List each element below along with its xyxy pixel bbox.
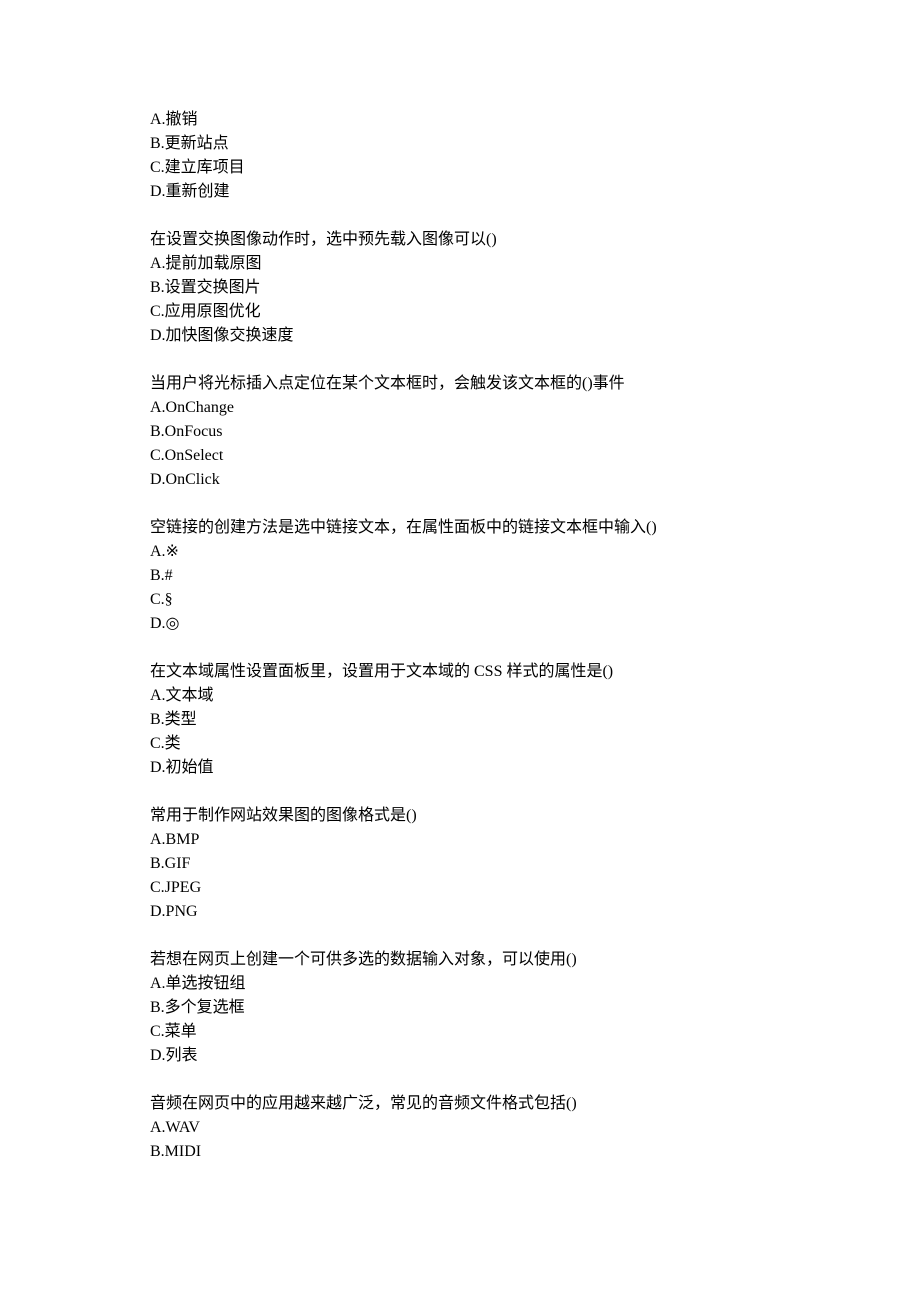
option-a: A.OnChange bbox=[150, 396, 770, 420]
document-page: A.撤销 B.更新站点 C.建立库项目 D.重新创建 在设置交换图像动作时，选中… bbox=[0, 0, 920, 1302]
option-d: D.加快图像交换速度 bbox=[150, 324, 770, 348]
option-a: A.文本域 bbox=[150, 684, 770, 708]
option-b: B.MIDI bbox=[150, 1140, 770, 1164]
option-a: A.WAV bbox=[150, 1116, 770, 1140]
option-b: B.设置交换图片 bbox=[150, 276, 770, 300]
question-stem: 空链接的创建方法是选中链接文本，在属性面板中的链接文本框中输入() bbox=[150, 516, 770, 540]
option-c: C.类 bbox=[150, 732, 770, 756]
question-block: 在文本域属性设置面板里，设置用于文本域的 CSS 样式的属性是() A.文本域 … bbox=[150, 660, 770, 780]
option-d: D.初始值 bbox=[150, 756, 770, 780]
option-c: C.应用原图优化 bbox=[150, 300, 770, 324]
question-stem: 当用户将光标插入点定位在某个文本框时，会触发该文本框的()事件 bbox=[150, 372, 770, 396]
option-b: B.多个复选框 bbox=[150, 996, 770, 1020]
question-stem: 若想在网页上创建一个可供多选的数据输入对象，可以使用() bbox=[150, 948, 770, 972]
option-b: B.类型 bbox=[150, 708, 770, 732]
option-d: D.重新创建 bbox=[150, 180, 770, 204]
option-d: D.列表 bbox=[150, 1044, 770, 1068]
question-block: 若想在网页上创建一个可供多选的数据输入对象，可以使用() A.单选按钮组 B.多… bbox=[150, 948, 770, 1068]
option-b: B.GIF bbox=[150, 852, 770, 876]
question-block: 空链接的创建方法是选中链接文本，在属性面板中的链接文本框中输入() A.※ B.… bbox=[150, 516, 770, 636]
option-b: B.# bbox=[150, 564, 770, 588]
question-block: 常用于制作网站效果图的图像格式是() A.BMP B.GIF C.JPEG D.… bbox=[150, 804, 770, 924]
option-d: D.OnClick bbox=[150, 468, 770, 492]
option-a: A.※ bbox=[150, 540, 770, 564]
option-a: A.提前加载原图 bbox=[150, 252, 770, 276]
question-block: A.撤销 B.更新站点 C.建立库项目 D.重新创建 bbox=[150, 108, 770, 204]
question-stem: 音频在网页中的应用越来越广泛，常见的音频文件格式包括() bbox=[150, 1092, 770, 1116]
question-stem: 在文本域属性设置面板里，设置用于文本域的 CSS 样式的属性是() bbox=[150, 660, 770, 684]
option-b: B.更新站点 bbox=[150, 132, 770, 156]
question-block: 在设置交换图像动作时，选中预先载入图像可以() A.提前加载原图 B.设置交换图… bbox=[150, 228, 770, 348]
option-c: C.建立库项目 bbox=[150, 156, 770, 180]
option-a: A.BMP bbox=[150, 828, 770, 852]
option-c: C.菜单 bbox=[150, 1020, 770, 1044]
option-c: C.§ bbox=[150, 588, 770, 612]
question-block: 音频在网页中的应用越来越广泛，常见的音频文件格式包括() A.WAV B.MID… bbox=[150, 1092, 770, 1164]
option-a: A.撤销 bbox=[150, 108, 770, 132]
option-d: D.◎ bbox=[150, 612, 770, 636]
option-d: D.PNG bbox=[150, 900, 770, 924]
question-stem: 在设置交换图像动作时，选中预先载入图像可以() bbox=[150, 228, 770, 252]
question-stem: 常用于制作网站效果图的图像格式是() bbox=[150, 804, 770, 828]
question-block: 当用户将光标插入点定位在某个文本框时，会触发该文本框的()事件 A.OnChan… bbox=[150, 372, 770, 492]
option-a: A.单选按钮组 bbox=[150, 972, 770, 996]
option-c: C.OnSelect bbox=[150, 444, 770, 468]
option-b: B.OnFocus bbox=[150, 420, 770, 444]
option-c: C.JPEG bbox=[150, 876, 770, 900]
